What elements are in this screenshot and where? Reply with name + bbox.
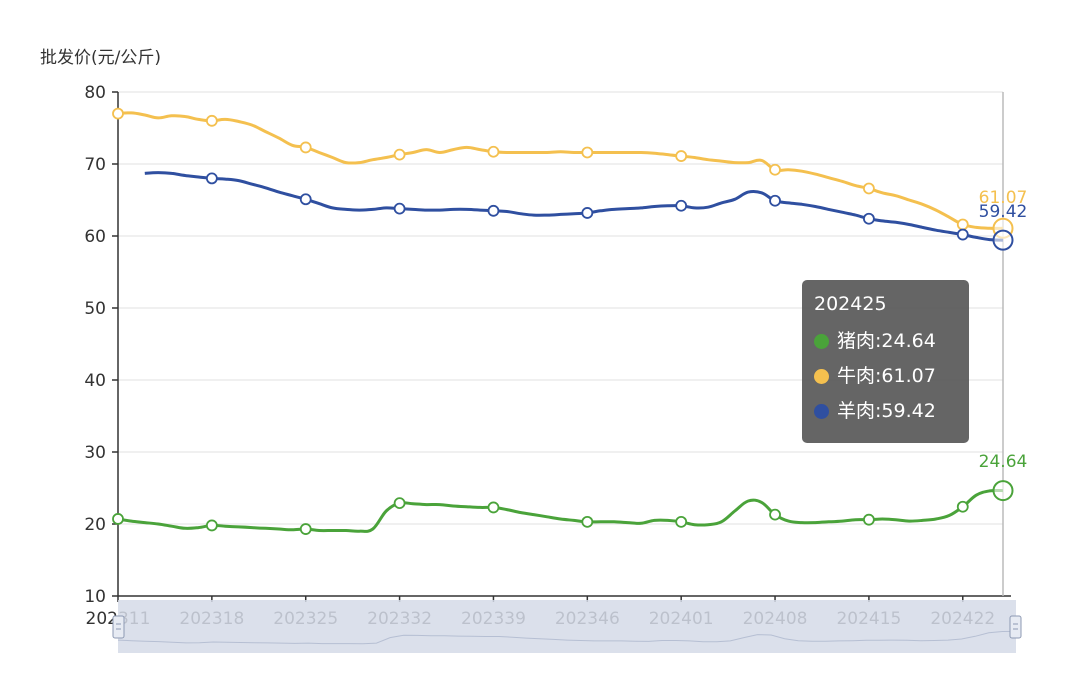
- data-point[interactable]: [205, 519, 218, 532]
- data-point[interactable]: [393, 497, 406, 510]
- y-tick-label: 80: [84, 83, 106, 103]
- tooltip-separator: :: [875, 330, 882, 352]
- data-point[interactable]: [487, 204, 500, 217]
- data-point[interactable]: [393, 202, 406, 215]
- tooltip-series-name: 羊肉: [837, 400, 876, 422]
- data-point[interactable]: [299, 141, 312, 154]
- data-point[interactable]: [393, 148, 406, 161]
- tooltip-title: 202425: [814, 293, 887, 315]
- data-point[interactable]: [112, 513, 124, 525]
- data-point[interactable]: [581, 207, 594, 219]
- highlighted-point[interactable]: [992, 229, 1014, 251]
- y-tick-label: 40: [84, 371, 106, 391]
- data-point[interactable]: [863, 513, 875, 526]
- data-point[interactable]: [581, 515, 594, 528]
- data-point[interactable]: [581, 146, 594, 159]
- tooltip-value: 59.42: [881, 400, 936, 422]
- tooltip-series-name: 牛肉: [837, 365, 876, 387]
- tooltip-separator: :: [875, 365, 882, 387]
- data-point[interactable]: [487, 501, 500, 514]
- data-point[interactable]: [487, 145, 500, 158]
- data-point[interactable]: [675, 150, 688, 162]
- data-zoom-slider[interactable]: [112, 600, 1022, 653]
- data-point[interactable]: [299, 523, 312, 535]
- data-point[interactable]: [956, 218, 969, 231]
- tooltip-value: 24.64: [881, 330, 936, 352]
- y-tick-label: 70: [84, 155, 106, 175]
- beef-dot-icon: [814, 369, 829, 384]
- y-tick-label: 30: [84, 443, 106, 463]
- end-value-label: 24.64: [979, 452, 1028, 472]
- zoom-selected-range[interactable]: [118, 600, 1016, 653]
- zoom-handle-right[interactable]: [1009, 615, 1022, 639]
- y-tick-label: 10: [84, 587, 106, 607]
- tooltip: 202425 猪肉: 24.64 牛肉: 61.07 羊肉: 59.42: [802, 280, 969, 443]
- zoom-overview-line: [117, 630, 1017, 645]
- tooltip-separator: :: [875, 400, 882, 422]
- lamb-dot-icon: [814, 404, 829, 419]
- end-value-label: 61.07: [979, 188, 1028, 208]
- data-point[interactable]: [299, 193, 312, 206]
- y-axis: 10 20 30 40 50 60 70 80: [84, 83, 119, 607]
- series-line-0: [117, 488, 1004, 533]
- y-tick-label: 60: [84, 227, 106, 247]
- tooltip-row-beef: 牛肉: 61.07: [814, 359, 959, 394]
- data-point[interactable]: [769, 508, 781, 521]
- y-tick-label: 20: [84, 515, 106, 535]
- end-value-label: 59.42: [979, 202, 1028, 222]
- data-point[interactable]: [863, 212, 875, 225]
- tooltip-value: 61.07: [881, 365, 936, 387]
- data-point[interactable]: [112, 107, 124, 120]
- series-line-2: [144, 171, 1004, 242]
- data-point[interactable]: [205, 114, 218, 127]
- y-axis-title: 批发价(元/公斤): [40, 48, 161, 68]
- tooltip-row-pork: 猪肉: 24.64: [814, 324, 959, 359]
- tooltip-series-name: 猪肉: [837, 330, 876, 352]
- highlighted-point[interactable]: [992, 480, 1014, 502]
- data-point[interactable]: [675, 515, 688, 528]
- data-point[interactable]: [956, 228, 969, 241]
- pork-dot-icon: [814, 334, 829, 349]
- data-point[interactable]: [769, 194, 781, 207]
- data-point[interactable]: [205, 172, 218, 185]
- tooltip-row-lamb: 羊肉: 59.42: [814, 394, 959, 429]
- y-tick-label: 50: [84, 299, 106, 319]
- data-point[interactable]: [675, 199, 688, 212]
- data-point[interactable]: [863, 182, 875, 195]
- series-layer: [112, 107, 1014, 535]
- data-point[interactable]: [956, 500, 969, 513]
- data-point[interactable]: [769, 163, 781, 176]
- series-line-1: [117, 111, 1004, 230]
- zoom-handle-left[interactable]: [112, 615, 125, 639]
